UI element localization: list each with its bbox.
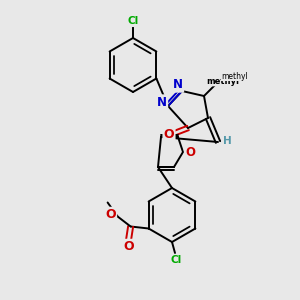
Text: H: H: [223, 136, 231, 146]
Text: O: O: [123, 240, 134, 253]
Text: N: N: [173, 79, 183, 92]
Text: Cl: Cl: [128, 16, 139, 26]
Text: N: N: [157, 95, 167, 109]
Text: O: O: [185, 146, 195, 158]
Text: Cl: Cl: [170, 255, 182, 265]
Text: O: O: [164, 128, 174, 142]
Text: methyl: methyl: [221, 72, 248, 81]
Text: methyl: methyl: [206, 76, 239, 85]
Text: O: O: [105, 208, 116, 221]
